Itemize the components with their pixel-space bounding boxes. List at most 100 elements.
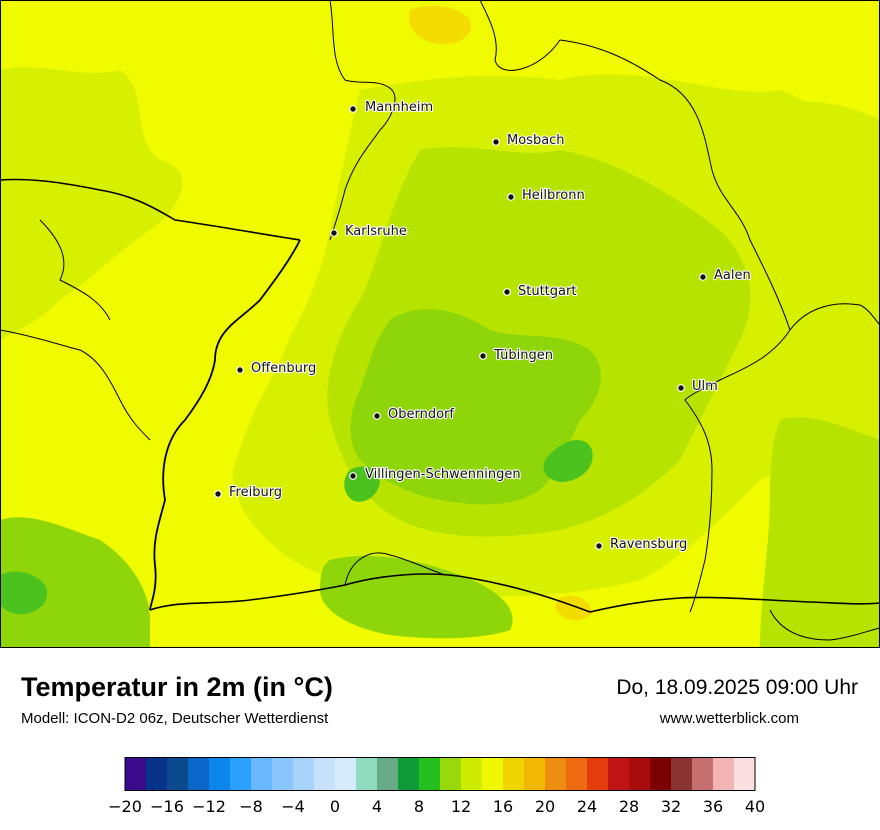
map-title: Temperatur in 2m (in °C) bbox=[21, 672, 333, 702]
border-northwest bbox=[0, 178, 301, 241]
city-label: Freiburg bbox=[229, 485, 282, 500]
color-scale-swatch bbox=[650, 758, 672, 790]
color-scale-swatch bbox=[440, 758, 462, 790]
temperature-map: Mannheim Mosbach Heilbronn Karlsruhe Aal… bbox=[0, 0, 880, 648]
border-east-local bbox=[789, 303, 880, 331]
zone-northeast bbox=[700, 101, 880, 260]
color-scale-swatch bbox=[671, 758, 693, 790]
city-ulm[interactable]: Ulm bbox=[677, 378, 719, 395]
color-scale-swatch bbox=[272, 758, 294, 790]
color-scale-tick-label: 0 bbox=[330, 797, 340, 816]
color-scale-swatch bbox=[692, 758, 714, 790]
color-scale-tick-label: 32 bbox=[661, 797, 681, 816]
border-southeast-hills bbox=[769, 609, 880, 641]
city-marker bbox=[349, 472, 357, 480]
city-label: Stuttgart bbox=[518, 284, 576, 299]
city-karlsruhe[interactable]: Karlsruhe bbox=[330, 223, 408, 240]
color-scale-swatch bbox=[209, 758, 231, 790]
color-scale-swatch bbox=[608, 758, 630, 790]
border-state-northeast bbox=[479, 0, 791, 613]
zone-rhine-warm bbox=[165, 249, 301, 610]
color-scale-swatches bbox=[125, 758, 756, 790]
border-lake-constance bbox=[344, 552, 446, 586]
zone-southwest-cold bbox=[0, 571, 48, 615]
city-oberndorf[interactable]: Oberndorf bbox=[373, 406, 455, 423]
border-state-north bbox=[329, 0, 396, 241]
color-scale-legend: −20 −16 −12 −8 −4 0 4 8 12 16 20 24 28 32 36 40 bbox=[108, 757, 765, 816]
city-marker bbox=[699, 273, 707, 281]
color-scale-swatch bbox=[146, 758, 168, 790]
color-scale-swatch bbox=[251, 758, 273, 790]
city-mannheim[interactable]: Mannheim bbox=[349, 99, 434, 116]
border-south-switzerland bbox=[149, 573, 591, 613]
color-scale-swatch bbox=[713, 758, 735, 790]
zone-southeast-warm bbox=[555, 595, 592, 620]
city-marker bbox=[595, 542, 603, 550]
city-villingen-schwenningen[interactable]: Villingen-Schwenningen bbox=[349, 466, 522, 483]
city-label: Villingen-Schwenningen bbox=[365, 467, 521, 482]
color-scale-tick-label: 28 bbox=[619, 797, 639, 816]
city-marker bbox=[492, 138, 500, 146]
cities: Mannheim Mosbach Heilbronn Karlsruhe Aal… bbox=[214, 99, 752, 553]
color-scale-ticks: −20 −16 −12 −8 −4 0 4 8 12 16 20 24 28 32 36 40 bbox=[108, 797, 765, 816]
city-aalen[interactable]: Aalen bbox=[699, 267, 752, 284]
city-label: Tübingen bbox=[493, 348, 553, 363]
city-heilbronn[interactable]: Heilbronn bbox=[507, 187, 586, 204]
zone-warm-west bbox=[0, 67, 183, 340]
color-scale-swatch bbox=[356, 758, 378, 790]
zone-blackforest-cool bbox=[350, 309, 601, 505]
borders bbox=[0, 0, 880, 641]
city-tuebingen[interactable]: Tübingen bbox=[479, 347, 554, 364]
city-freiburg[interactable]: Freiburg bbox=[214, 484, 283, 501]
zone-north-warm bbox=[409, 5, 471, 45]
forecast-datetime: Do, 18.09.2025 09:00 Uhr bbox=[616, 676, 858, 699]
color-scale-swatch bbox=[230, 758, 252, 790]
color-scale-swatch bbox=[503, 758, 525, 790]
city-label: Ravensburg bbox=[610, 537, 687, 552]
color-scale-swatch bbox=[545, 758, 567, 790]
color-scale-tick-label: −4 bbox=[281, 797, 305, 816]
zone-lake-constance bbox=[320, 555, 513, 639]
color-scale-swatch bbox=[293, 758, 315, 790]
city-label: Ulm bbox=[692, 379, 718, 394]
color-scale-tick-label: 20 bbox=[535, 797, 555, 816]
color-scale-swatch bbox=[377, 758, 399, 790]
city-marker bbox=[507, 193, 515, 201]
city-offenburg[interactable]: Offenburg bbox=[236, 360, 317, 377]
zone-east-cold bbox=[543, 439, 593, 482]
color-scale-swatch bbox=[167, 758, 189, 790]
color-scale-swatch bbox=[314, 758, 336, 790]
zone-southwest-cool bbox=[0, 517, 150, 648]
city-marker bbox=[236, 366, 244, 374]
city-marker bbox=[330, 229, 338, 237]
city-marker bbox=[349, 105, 357, 113]
city-marker bbox=[677, 384, 685, 392]
temperature-field bbox=[0, 5, 880, 648]
border-southeast bbox=[589, 596, 880, 613]
city-label: Oberndorf bbox=[388, 407, 454, 422]
color-scale-swatch bbox=[419, 758, 441, 790]
color-scale-swatch bbox=[125, 758, 147, 790]
color-scale-tick-label: −20 bbox=[108, 797, 142, 816]
zone-east-edge bbox=[760, 417, 880, 648]
color-scale-swatch bbox=[629, 758, 651, 790]
color-scale-swatch bbox=[335, 758, 357, 790]
city-marker bbox=[479, 352, 487, 360]
model-subtitle: Modell: ICON-D2 06z, Deutscher Wetterdie… bbox=[21, 710, 329, 727]
city-stuttgart[interactable]: Stuttgart bbox=[503, 283, 578, 300]
city-label: Aalen bbox=[714, 268, 751, 283]
color-scale-tick-label: 40 bbox=[745, 797, 765, 816]
color-scale-frame bbox=[124, 757, 756, 791]
color-scale-swatch bbox=[587, 758, 609, 790]
city-label: Mannheim bbox=[365, 100, 433, 115]
website-link[interactable]: www.wetterblick.com bbox=[659, 710, 799, 727]
color-scale-swatch bbox=[734, 758, 756, 790]
color-scale-tick-label: 16 bbox=[493, 797, 513, 816]
color-scale-swatch bbox=[398, 758, 420, 790]
city-label: Mosbach bbox=[507, 133, 565, 148]
border-rhine-france bbox=[149, 239, 301, 611]
city-mosbach[interactable]: Mosbach bbox=[492, 132, 566, 149]
city-ravensburg[interactable]: Ravensburg bbox=[595, 536, 688, 553]
color-scale-tick-label: −12 bbox=[192, 797, 226, 816]
color-scale-tick-label: 12 bbox=[451, 797, 471, 816]
